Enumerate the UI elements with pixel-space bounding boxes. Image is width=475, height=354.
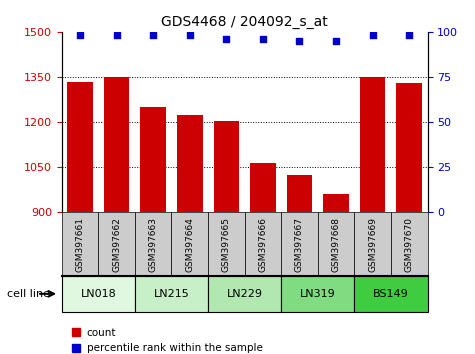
- Bar: [391, 212, 428, 276]
- Bar: [281, 276, 354, 312]
- Bar: [208, 276, 281, 312]
- Text: GSM397661: GSM397661: [76, 217, 85, 272]
- Point: [259, 36, 267, 42]
- Bar: [177, 115, 202, 212]
- Bar: [62, 276, 135, 312]
- Text: BS149: BS149: [373, 289, 409, 299]
- Text: GSM397666: GSM397666: [258, 217, 267, 272]
- Text: GSM397664: GSM397664: [185, 217, 194, 272]
- Point: [113, 33, 121, 38]
- Bar: [397, 83, 422, 212]
- Point: [222, 36, 230, 42]
- Text: GSM397667: GSM397667: [295, 217, 304, 272]
- Bar: [135, 276, 208, 312]
- Title: GDS4468 / 204092_s_at: GDS4468 / 204092_s_at: [161, 16, 328, 29]
- Point: [405, 33, 413, 38]
- Point: [76, 33, 84, 38]
- Bar: [141, 107, 166, 212]
- Text: GSM397670: GSM397670: [405, 217, 414, 272]
- Bar: [104, 77, 129, 212]
- Point: [369, 33, 377, 38]
- Text: GSM397662: GSM397662: [112, 217, 121, 272]
- Bar: [281, 212, 318, 276]
- Bar: [250, 163, 276, 212]
- Bar: [171, 212, 208, 276]
- Bar: [354, 212, 391, 276]
- Point: [149, 33, 157, 38]
- Bar: [135, 212, 171, 276]
- Text: GSM397668: GSM397668: [332, 217, 341, 272]
- Bar: [287, 175, 312, 212]
- Text: GSM397669: GSM397669: [368, 217, 377, 272]
- Bar: [360, 77, 385, 212]
- Legend: count, percentile rank within the sample: count, percentile rank within the sample: [67, 324, 267, 354]
- Point: [186, 33, 194, 38]
- Text: LN018: LN018: [80, 289, 116, 299]
- Text: cell line: cell line: [7, 289, 50, 299]
- Point: [295, 38, 304, 44]
- Bar: [208, 212, 245, 276]
- Bar: [98, 212, 135, 276]
- Text: LN319: LN319: [300, 289, 336, 299]
- Text: GSM397665: GSM397665: [222, 217, 231, 272]
- Bar: [245, 212, 281, 276]
- Point: [332, 38, 340, 44]
- Bar: [67, 81, 93, 212]
- Text: GSM397663: GSM397663: [149, 217, 158, 272]
- Text: LN229: LN229: [227, 289, 263, 299]
- Bar: [318, 212, 354, 276]
- Bar: [323, 194, 349, 212]
- Bar: [62, 212, 98, 276]
- Bar: [214, 121, 239, 212]
- Bar: [354, 276, 428, 312]
- Text: LN215: LN215: [153, 289, 190, 299]
